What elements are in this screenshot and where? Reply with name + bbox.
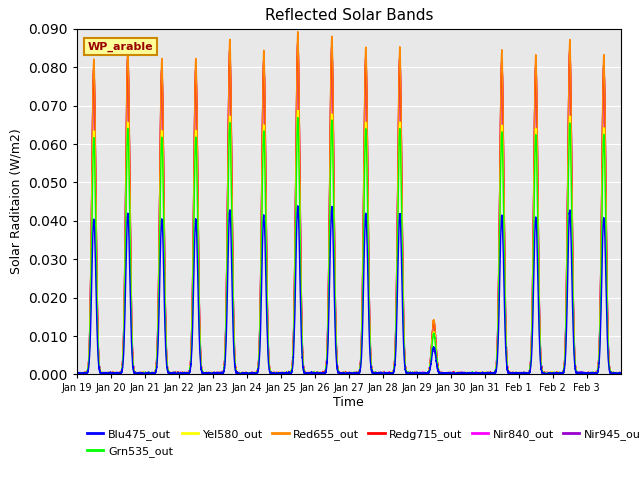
Text: WP_arable: WP_arable — [88, 42, 154, 52]
Title: Reflected Solar Bands: Reflected Solar Bands — [264, 9, 433, 24]
Legend: Blu475_out, Grn535_out, Yel580_out, Red655_out, Redg715_out, Nir840_out, Nir945_: Blu475_out, Grn535_out, Yel580_out, Red6… — [83, 425, 640, 461]
Y-axis label: Solar Raditaion (W/m2): Solar Raditaion (W/m2) — [10, 129, 22, 275]
X-axis label: Time: Time — [333, 396, 364, 409]
